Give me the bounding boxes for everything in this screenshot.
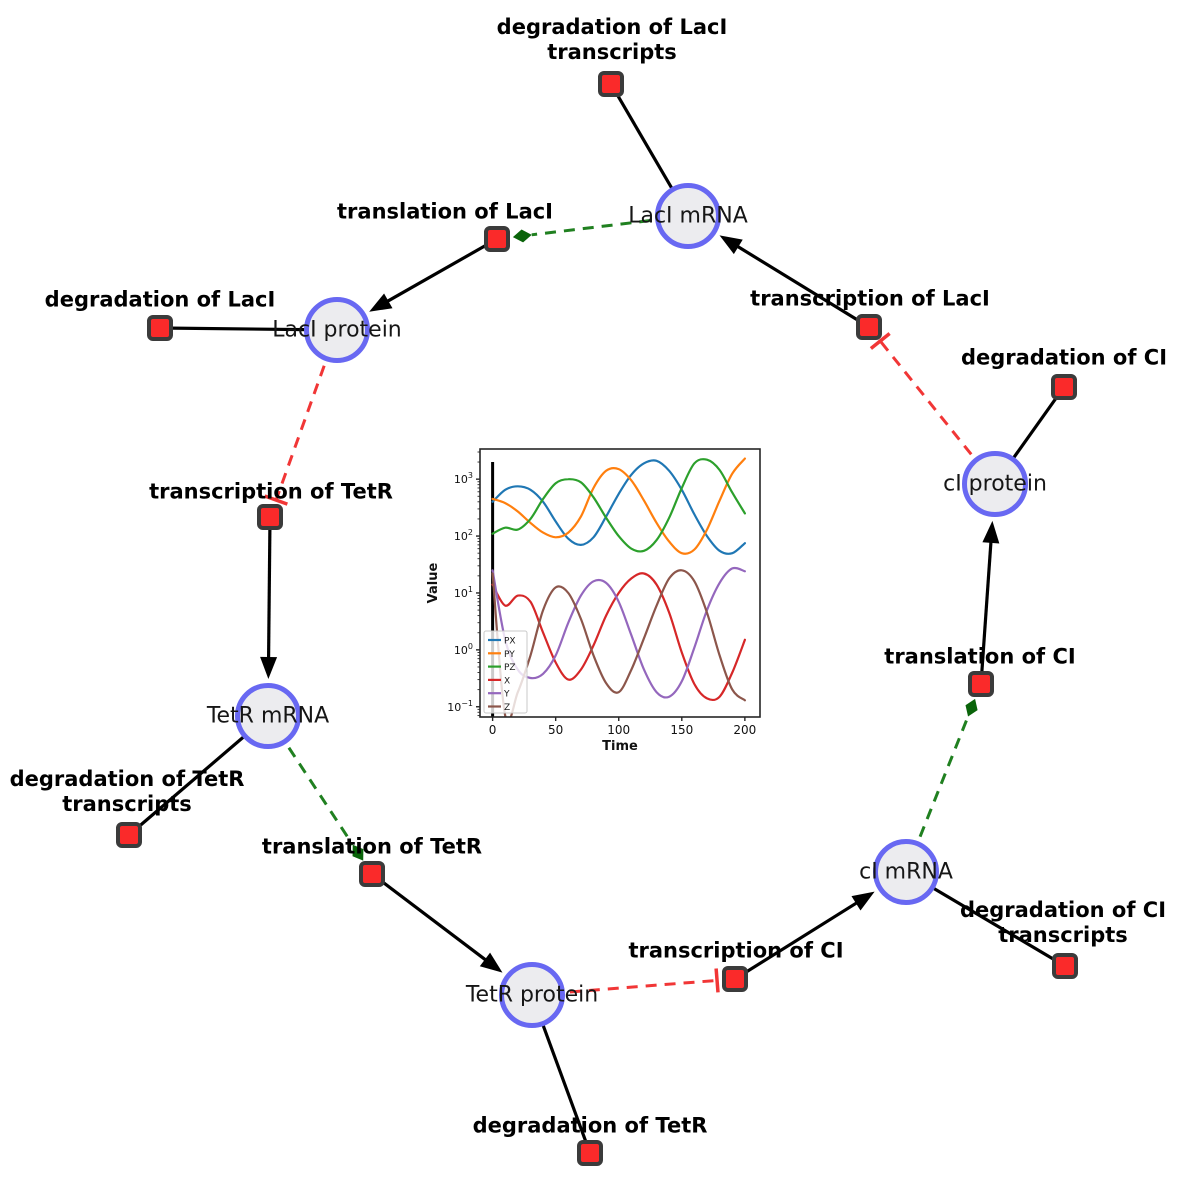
reaction-label-transl-tetr: translation of TetR xyxy=(262,835,482,860)
edge-production-txn-tetr-tetr-mrna xyxy=(260,516,278,680)
chart-series-PZ xyxy=(491,458,746,553)
reaction-label-deg-laci-tx: degradation of LacI transcripts xyxy=(497,15,728,65)
reaction-node-deg-laci xyxy=(147,315,173,341)
reaction-node-transl-ci xyxy=(968,671,994,697)
reaction-label-line: transcripts xyxy=(998,923,1128,947)
species-node-tetr-mrna xyxy=(235,683,301,749)
chart-x-tick-label: 100 xyxy=(607,723,630,737)
chart-x-ticks: 0 50 100 150 200 xyxy=(489,717,756,737)
species-node-laci-prot xyxy=(304,297,370,363)
chart-series-Z xyxy=(491,569,746,717)
reaction-label-deg-tetr-tx: degradation of TetR transcripts xyxy=(10,767,245,817)
reaction-label-deg-tetr: degradation of TetR xyxy=(473,1114,708,1139)
species-label-tetr-prot: TetR protein xyxy=(465,982,599,1008)
reaction-node-transl-tetr xyxy=(359,861,385,887)
species-label-laci-mrna: LacI mRNA xyxy=(628,203,748,229)
chart-y-tick-label: 10−1 xyxy=(447,699,473,714)
chart-legend: PX PY PZ XYZ xyxy=(483,630,528,714)
chart-x-tick-label: 50 xyxy=(548,723,563,737)
reaction-label-deg-ci-tx: degradation of CI transcripts xyxy=(960,898,1166,948)
edge-production-txn-laci-laci-mrna xyxy=(719,235,870,329)
chart-y-tick-label: 100 xyxy=(454,642,473,657)
reaction-label-line: degradation of LacI xyxy=(44,287,276,312)
species-label-ci-prot: cI protein xyxy=(943,471,1047,497)
reaction-node-deg-tetr xyxy=(577,1140,603,1166)
chart-legend-label: PY xyxy=(504,650,515,660)
species-node-ci-prot xyxy=(962,451,1028,517)
species-label-tetr-mrna: TetR mRNA xyxy=(206,703,330,729)
edge-inhibition-laci-prot-txn-tetr xyxy=(264,329,339,506)
reaction-node-deg-ci xyxy=(1051,374,1077,400)
chart-y-ticks: 10−1 100 101 102 103 xyxy=(447,451,480,717)
species-node-tetr-prot xyxy=(499,962,565,1028)
chart-series-PY xyxy=(491,457,746,555)
reaction-node-txn-ci xyxy=(722,966,748,992)
reaction-label-txn-ci: transcription of CI xyxy=(628,939,843,964)
edge-production-txn-ci-ci-mrna xyxy=(734,891,875,981)
species-node-laci-mrna xyxy=(655,183,721,249)
chart-series-X xyxy=(491,572,746,702)
reaction-label-transl-laci: translation of LacI xyxy=(337,200,553,225)
edge-inhibition-tetr-prot-txn-ci xyxy=(531,968,720,997)
reaction-label-transl-ci: translation of CI xyxy=(884,645,1075,670)
reaction-node-deg-laci-tx xyxy=(598,71,624,97)
chart-y-axis-label: Value xyxy=(426,562,441,603)
reaction-label-line: degradation of CI xyxy=(959,898,1167,922)
chart-y-tick-label: 102 xyxy=(454,528,473,543)
species-label-laci-prot: LacI protein xyxy=(272,317,402,343)
reaction-label-line: transcription of CI xyxy=(628,938,844,963)
reaction-label-line: transcription of TetR xyxy=(149,479,393,504)
edge-production-transl-tetr-tetr-prot xyxy=(371,872,503,973)
reaction-label-line: translation of CI xyxy=(884,644,1076,669)
edge-inhibition-ci-prot-txn-laci xyxy=(869,332,997,485)
species-label-ci-mrna: cI mRNA xyxy=(859,859,953,885)
chart-y-tick-label: 101 xyxy=(454,585,473,600)
reaction-label-deg-ci: degradation of CI xyxy=(961,346,1167,371)
reaction-label-txn-laci: transcription of LacI xyxy=(750,287,990,312)
reaction-label-line: degradation of TetR xyxy=(472,1113,708,1138)
chart-frame xyxy=(479,448,761,718)
reaction-label-deg-laci: degradation of LacI xyxy=(45,288,276,313)
species-node-ci-mrna xyxy=(873,839,939,905)
reaction-label-line: translation of LacI xyxy=(337,199,553,224)
reaction-node-deg-ci-tx xyxy=(1052,953,1078,979)
chart-series-group xyxy=(491,457,746,717)
reaction-node-transl-laci xyxy=(484,226,510,252)
chart-x-tick-label: 0 xyxy=(489,723,497,737)
chart-series-Y xyxy=(491,566,746,699)
chart-legend-label: X xyxy=(504,676,510,686)
chart-legend-label: Z xyxy=(504,703,510,713)
reaction-label-line: transcripts xyxy=(62,792,192,816)
reaction-label-line: degradation of LacI xyxy=(496,15,728,39)
chart-legend-label: PZ xyxy=(504,663,516,673)
chart-x-axis-label: Time xyxy=(602,739,638,754)
chart-x-tick-label: 150 xyxy=(670,723,693,737)
chart-legend-label: Y xyxy=(503,690,510,700)
edge-production-transl-laci-laci-prot xyxy=(369,237,498,312)
reaction-label-line: degradation of TetR xyxy=(9,767,245,791)
reaction-label-line: translation of TetR xyxy=(261,834,483,859)
reaction-label-line: transcription of LacI xyxy=(750,286,990,311)
edge-production-transl-ci-ci-prot xyxy=(979,520,1000,685)
reaction-node-txn-laci xyxy=(856,314,882,340)
reaction-node-txn-tetr xyxy=(257,504,283,530)
chart-y-tick-label: 103 xyxy=(454,471,473,486)
reaction-label-txn-tetr: transcription of TetR xyxy=(149,480,393,505)
reaction-label-line: degradation of CI xyxy=(960,345,1168,370)
chart-series-PX xyxy=(491,459,746,555)
chart-legend-label: PX xyxy=(504,637,516,647)
reaction-label-line: transcripts xyxy=(547,40,677,64)
reaction-node-deg-tetr-tx xyxy=(116,822,142,848)
chart-x-tick-label: 200 xyxy=(733,723,756,737)
